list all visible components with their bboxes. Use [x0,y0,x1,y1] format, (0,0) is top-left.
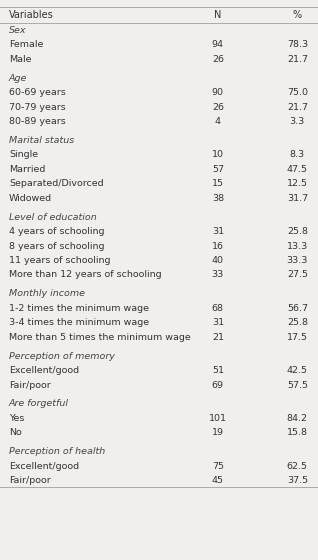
Text: 42.5: 42.5 [287,366,308,375]
Text: 10: 10 [212,151,224,160]
Text: 45: 45 [212,476,224,485]
Text: Variables: Variables [9,10,54,20]
Text: 1-2 times the minimum wage: 1-2 times the minimum wage [9,304,149,313]
Text: 25.8: 25.8 [287,318,308,327]
Text: 94: 94 [212,40,224,49]
Text: 40: 40 [212,256,224,265]
Text: 27.5: 27.5 [287,270,308,279]
Text: 31: 31 [212,227,224,236]
Text: Monthly income: Monthly income [9,290,85,298]
Text: 38: 38 [212,194,224,203]
Text: Female: Female [9,40,43,49]
Text: 70-79 years: 70-79 years [9,102,66,111]
Text: Sex: Sex [9,26,26,35]
Text: Married: Married [9,165,45,174]
Text: 15: 15 [212,179,224,188]
Text: 80-89 years: 80-89 years [9,117,66,126]
Text: N: N [214,10,222,20]
Text: 25.8: 25.8 [287,227,308,236]
Text: Fair/poor: Fair/poor [9,381,51,390]
Text: 19: 19 [212,428,224,437]
Text: Fair/poor: Fair/poor [9,476,51,485]
Text: 26: 26 [212,55,224,64]
Text: More than 12 years of schooling: More than 12 years of schooling [9,270,162,279]
Text: Age: Age [9,74,27,83]
Text: 16: 16 [212,241,224,250]
Text: Excellent/good: Excellent/good [9,366,79,375]
Text: 15.8: 15.8 [287,428,308,437]
Text: 47.5: 47.5 [287,165,308,174]
Text: 90: 90 [212,88,224,97]
Text: 56.7: 56.7 [287,304,308,313]
Text: 26: 26 [212,102,224,111]
Text: 57: 57 [212,165,224,174]
Text: 62.5: 62.5 [287,462,308,471]
Text: Widowed: Widowed [9,194,52,203]
Text: 3.3: 3.3 [290,117,305,126]
Text: Perception of health: Perception of health [9,447,105,456]
Text: 3-4 times the minimum wage: 3-4 times the minimum wage [9,318,149,327]
Text: %: % [293,10,302,20]
Text: Are forgetful: Are forgetful [9,399,69,408]
Text: Separated/Divorced: Separated/Divorced [9,179,104,188]
Text: Marital status: Marital status [9,136,74,145]
Text: 21.7: 21.7 [287,102,308,111]
Text: 8 years of schooling: 8 years of schooling [9,241,104,250]
Text: 11 years of schooling: 11 years of schooling [9,256,110,265]
Text: 51: 51 [212,366,224,375]
Text: 12.5: 12.5 [287,179,308,188]
Text: 37.5: 37.5 [287,476,308,485]
Text: Yes: Yes [9,414,24,423]
Text: 101: 101 [209,414,227,423]
Text: 21: 21 [212,333,224,342]
Text: 75.0: 75.0 [287,88,308,97]
Text: More than 5 times the minimum wage: More than 5 times the minimum wage [9,333,191,342]
Text: 21.7: 21.7 [287,55,308,64]
Text: 57.5: 57.5 [287,381,308,390]
Text: Perception of memory: Perception of memory [9,352,115,361]
Text: 68: 68 [212,304,224,313]
Text: 33: 33 [212,270,224,279]
Text: 60-69 years: 60-69 years [9,88,66,97]
Text: Level of education: Level of education [9,213,97,222]
Text: 84.2: 84.2 [287,414,308,423]
Text: 4: 4 [215,117,221,126]
Text: 78.3: 78.3 [287,40,308,49]
Text: 69: 69 [212,381,224,390]
Text: 13.3: 13.3 [287,241,308,250]
Text: No: No [9,428,22,437]
Text: 33.3: 33.3 [287,256,308,265]
Text: Male: Male [9,55,31,64]
Text: 4 years of schooling: 4 years of schooling [9,227,104,236]
Text: Excellent/good: Excellent/good [9,462,79,471]
Text: 17.5: 17.5 [287,333,308,342]
Text: 31: 31 [212,318,224,327]
Text: Single: Single [9,151,38,160]
Text: 31.7: 31.7 [287,194,308,203]
Text: 75: 75 [212,462,224,471]
Text: 8.3: 8.3 [290,151,305,160]
